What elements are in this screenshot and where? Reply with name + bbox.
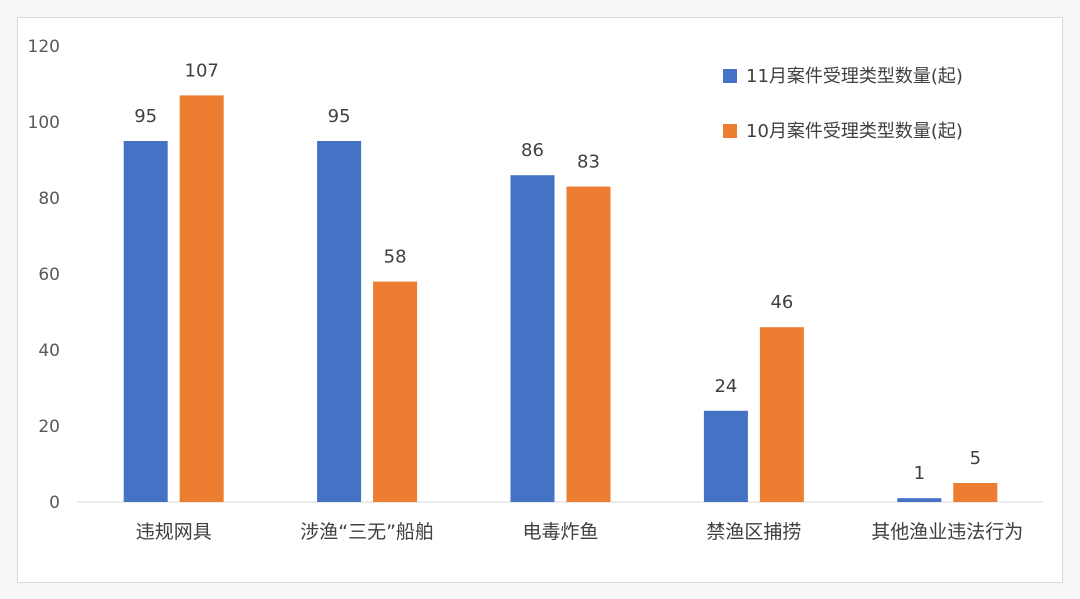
- y-tick-label: 100: [28, 113, 60, 133]
- legend-label: 10月案件受理类型数量(起): [746, 121, 963, 142]
- bar: [373, 281, 418, 502]
- y-tick-label: 20: [38, 417, 60, 437]
- legend-label: 11月案件受理类型数量(起): [746, 66, 963, 87]
- bar: [510, 175, 555, 502]
- bar: [179, 95, 224, 503]
- y-tick-label: 40: [38, 341, 60, 361]
- bar: [759, 327, 804, 502]
- bar: [703, 410, 748, 502]
- data-label: 86: [521, 140, 544, 161]
- bar: [123, 141, 168, 502]
- data-label: 24: [714, 376, 737, 397]
- y-tick-label: 60: [38, 265, 60, 285]
- category-label: 涉渔“三无”船舶: [300, 521, 434, 543]
- bar: [317, 141, 362, 502]
- data-label: 1: [914, 463, 925, 484]
- category-label: 违规网具: [136, 521, 212, 543]
- data-label: 107: [185, 60, 219, 81]
- data-label: 58: [384, 247, 407, 268]
- legend-swatch: [723, 69, 737, 83]
- data-label: 46: [770, 292, 793, 313]
- bar: [566, 186, 611, 502]
- data-label: 5: [970, 448, 981, 469]
- y-tick-label: 0: [49, 493, 60, 513]
- y-tick-label: 80: [38, 189, 60, 209]
- category-label: 其他渔业违法行为: [871, 521, 1023, 543]
- legend-swatch: [723, 124, 737, 138]
- category-label: 禁渔区捕捞: [706, 521, 801, 543]
- category-label: 电毒炸鱼: [522, 521, 598, 543]
- data-label: 95: [134, 106, 157, 127]
- bar: [953, 483, 998, 502]
- data-label: 95: [328, 106, 351, 127]
- y-tick-label: 120: [28, 37, 60, 57]
- data-label: 83: [577, 152, 600, 173]
- bar: [897, 498, 942, 502]
